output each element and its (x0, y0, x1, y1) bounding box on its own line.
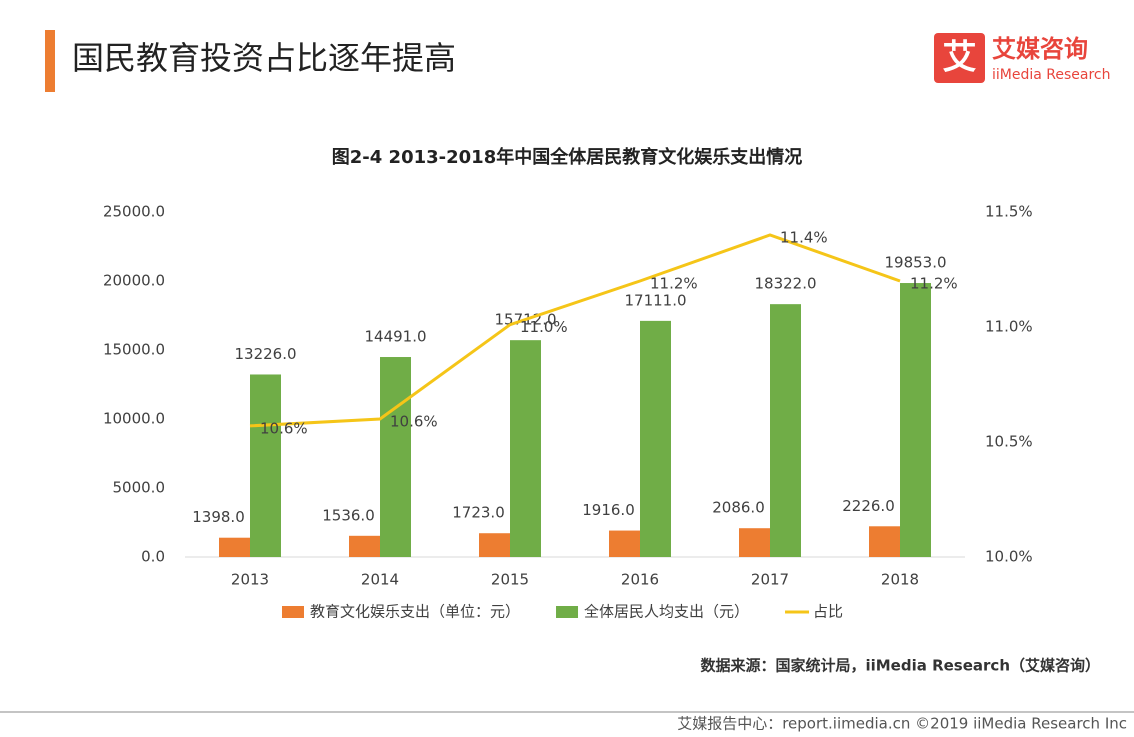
x-tick-label: 2013 (231, 571, 269, 589)
value-label: 11.0% (520, 318, 568, 336)
bar (609, 530, 640, 557)
y-tick-label: 25000.0 (103, 203, 165, 221)
page-title: 国民教育投资占比逐年提高 (72, 39, 456, 77)
y2-tick-label: 10.0% (985, 548, 1033, 566)
y-tick-label: 5000.0 (113, 479, 166, 497)
bar (349, 535, 380, 557)
x-tick-label: 2018 (881, 571, 919, 589)
chart-title: 图2-4 2013-2018年中国全体居民教育文化娱乐支出情况 (332, 146, 802, 168)
value-label: 2086.0 (712, 499, 765, 517)
y2-tick-label: 11.0% (985, 318, 1033, 336)
legend-label: 全体居民人均支出（元） (584, 603, 749, 621)
title-accent (45, 30, 55, 92)
value-label: 1723.0 (452, 504, 505, 522)
y-tick-label: 10000.0 (103, 410, 165, 428)
bar (479, 533, 510, 557)
footer: 艾媒报告中心：report.iimedia.cn ©2019 iiMedia R… (677, 715, 1127, 733)
value-label: 1916.0 (582, 501, 635, 519)
x-tick-label: 2014 (361, 571, 399, 589)
y2-tick-label: 10.5% (985, 433, 1033, 451)
value-label: 2226.0 (842, 497, 895, 515)
y-tick-label: 0.0 (141, 548, 165, 566)
value-label: 10.6% (390, 413, 438, 431)
x-tick-label: 2015 (491, 571, 529, 589)
legend-label: 占比 (813, 603, 843, 621)
bar (640, 320, 671, 557)
bar (900, 283, 931, 557)
legend-label: 教育文化娱乐支出（单位：元） (310, 603, 520, 621)
bar (380, 357, 411, 557)
y-tick-label: 15000.0 (103, 341, 165, 359)
legend-swatch (282, 606, 304, 618)
value-label: 18322.0 (754, 275, 816, 293)
source: 数据来源：国家统计局，iiMedia Research（艾媒咨询） (700, 657, 1100, 675)
legend-swatch (556, 606, 579, 618)
logo-name: 艾媒咨询 (992, 35, 1088, 63)
value-label: 1536.0 (322, 506, 375, 524)
bar (219, 537, 250, 557)
logo-mark: 艾 (943, 38, 977, 78)
value-label: 1398.0 (192, 508, 245, 526)
y2-tick-label: 11.5% (985, 203, 1033, 221)
bar (510, 340, 541, 557)
value-label: 11.2% (910, 275, 958, 293)
x-tick-label: 2016 (621, 571, 659, 589)
bar (770, 304, 801, 557)
bar (250, 374, 281, 557)
value-label: 19853.0 (884, 254, 946, 272)
value-label: 10.6% (260, 419, 308, 437)
value-label: 13226.0 (234, 345, 296, 363)
value-label: 11.4% (780, 229, 828, 247)
value-label: 14491.0 (364, 328, 426, 346)
logo-sub: iiMedia Research (992, 67, 1111, 83)
value-label: 17111.0 (624, 291, 686, 309)
logo-mark-bg (934, 33, 985, 83)
bar (739, 528, 770, 557)
y-tick-label: 20000.0 (103, 272, 165, 290)
value-label: 11.2% (650, 275, 698, 293)
line (249, 233, 901, 428)
bar (869, 526, 900, 557)
x-tick-label: 2017 (751, 571, 789, 589)
